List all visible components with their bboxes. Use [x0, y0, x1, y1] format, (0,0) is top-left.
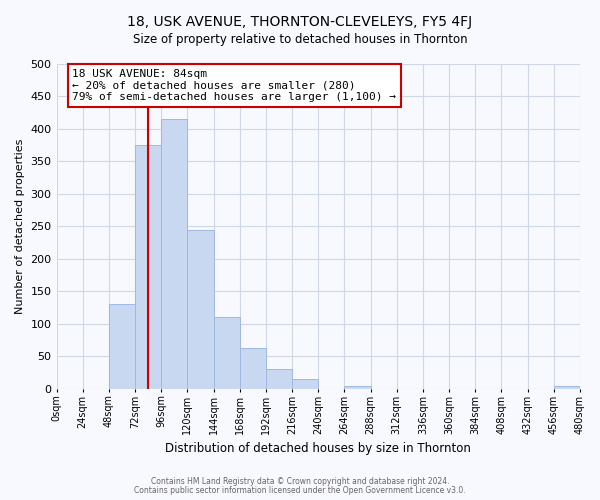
Bar: [109, 304, 135, 389]
X-axis label: Distribution of detached houses by size in Thornton: Distribution of detached houses by size …: [166, 442, 471, 455]
Text: Contains public sector information licensed under the Open Government Licence v3: Contains public sector information licen…: [134, 486, 466, 495]
Text: Contains HM Land Registry data © Crown copyright and database right 2024.: Contains HM Land Registry data © Crown c…: [151, 477, 449, 486]
Bar: [240, 348, 266, 389]
Bar: [187, 230, 214, 389]
Bar: [344, 386, 371, 389]
Bar: [135, 145, 161, 389]
Text: 18, USK AVENUE, THORNTON-CLEVELEYS, FY5 4FJ: 18, USK AVENUE, THORNTON-CLEVELEYS, FY5 …: [127, 15, 473, 29]
Bar: [554, 386, 580, 389]
Text: Size of property relative to detached houses in Thornton: Size of property relative to detached ho…: [133, 32, 467, 46]
Bar: [214, 318, 240, 389]
Bar: [161, 119, 187, 389]
Text: 18 USK AVENUE: 84sqm
← 20% of detached houses are smaller (280)
79% of semi-deta: 18 USK AVENUE: 84sqm ← 20% of detached h…: [72, 69, 396, 102]
Bar: [266, 370, 292, 389]
Bar: [292, 379, 318, 389]
Y-axis label: Number of detached properties: Number of detached properties: [15, 138, 25, 314]
